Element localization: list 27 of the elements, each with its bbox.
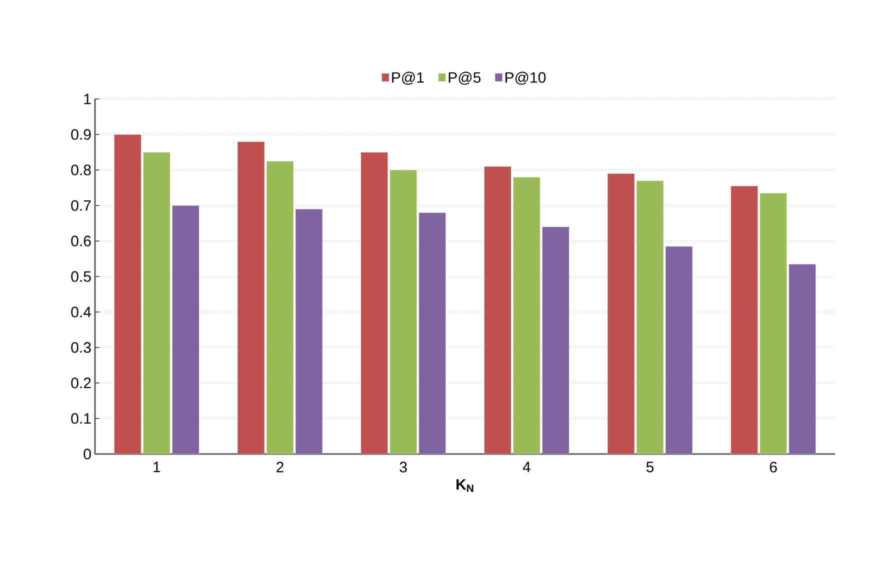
y-tick-label: 0.5 (71, 271, 91, 282)
y-tick-label: 0.2 (71, 378, 91, 388)
y-tick-label: 0 (84, 448, 91, 460)
x-tick-label: 1 (154, 462, 160, 472)
legend-label: P@5 (448, 72, 481, 85)
x-tick-label: 4 (522, 462, 530, 472)
y-tick-label: 0.3 (71, 342, 91, 353)
bar (143, 152, 170, 454)
y-tick-label: 0.6 (71, 236, 91, 246)
y-tick-label: 0.7 (71, 200, 91, 211)
x-tick-label: 5 (646, 462, 654, 472)
y-tick-label: 0.1 (71, 413, 91, 424)
y-tick-label: 0.9 (71, 129, 91, 140)
bar (636, 180, 664, 454)
x-axis-title: K$_{N}$ (456, 479, 474, 492)
x-tick-label: 6 (770, 462, 777, 472)
x-tick-label: 3 (400, 462, 407, 472)
legend-label: P@10 (506, 72, 546, 85)
bar (513, 176, 540, 454)
y-tick-label: 1 (84, 94, 91, 104)
y-tick-label: 0.8 (71, 164, 91, 176)
bar (390, 170, 417, 454)
x-tick-label: 2 (276, 462, 284, 472)
bar (266, 160, 294, 454)
bar (760, 192, 787, 454)
y-tick-label: 0.4 (71, 306, 92, 318)
legend-label: P@1 (392, 72, 424, 85)
